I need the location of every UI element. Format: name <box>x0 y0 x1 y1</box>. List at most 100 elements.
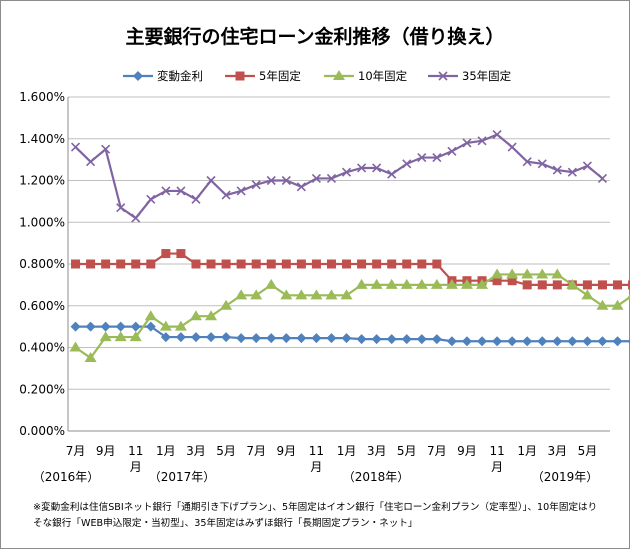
legend-item: 5年固定 <box>225 69 301 83</box>
x-tick-label: 11 <box>309 444 324 458</box>
data-point <box>340 289 353 300</box>
data-point <box>430 278 443 289</box>
data-point <box>251 180 261 190</box>
x-tick-label: 11 <box>128 444 143 458</box>
data-point <box>581 289 594 300</box>
legend-label: 10年固定 <box>358 69 408 83</box>
data-point <box>582 336 593 347</box>
series-2 <box>71 249 630 290</box>
data-point <box>342 259 352 269</box>
data-point <box>174 320 187 331</box>
data-point <box>101 259 111 269</box>
series-line <box>75 325 630 343</box>
year-label: （2017年） <box>149 470 216 484</box>
series-4 <box>70 130 608 223</box>
data-point <box>100 321 111 332</box>
data-point <box>551 268 564 279</box>
data-point <box>129 331 142 342</box>
data-point <box>71 259 81 269</box>
y-tick-label: 1.200% <box>19 174 65 188</box>
data-point <box>265 278 278 289</box>
data-point <box>281 175 291 186</box>
data-point <box>296 182 306 192</box>
data-point <box>281 259 291 269</box>
x-tick-label: 月 <box>491 460 503 474</box>
data-point <box>326 333 337 344</box>
legend-item: 変動金利 <box>123 69 203 83</box>
legend-label: 5年固定 <box>259 69 301 83</box>
data-point <box>311 173 321 183</box>
x-tick-label: 5月 <box>578 444 598 458</box>
data-point <box>492 276 502 286</box>
data-point <box>446 336 457 347</box>
data-point <box>176 186 186 196</box>
data-point <box>521 268 534 279</box>
y-tick-label: 1.600% <box>19 90 65 104</box>
data-point <box>552 280 562 290</box>
data-point <box>84 351 97 362</box>
data-point <box>145 321 156 332</box>
data-point <box>115 321 126 332</box>
x-tick-label: 9月 <box>457 444 477 458</box>
x-tick-label: 5月 <box>216 444 236 458</box>
x-tick-label: 3月 <box>186 444 206 458</box>
year-label: （2016年） <box>33 470 100 484</box>
chart-title: 主要銀行の住宅ローン金利推移（借り換え） <box>125 25 504 48</box>
data-point <box>221 332 232 343</box>
data-point <box>582 280 592 290</box>
data-point <box>566 278 579 289</box>
data-point <box>597 173 608 183</box>
data-point <box>447 146 457 156</box>
data-point <box>372 259 382 269</box>
data-point <box>144 310 157 321</box>
x-tick-label: 1月 <box>156 444 176 458</box>
data-point <box>522 336 533 347</box>
x-tick-label: 1月 <box>337 444 357 458</box>
data-point <box>432 152 442 163</box>
data-point <box>341 167 352 177</box>
y-tick-label: 0.600% <box>19 299 65 313</box>
data-point <box>133 71 143 81</box>
data-point <box>146 194 156 204</box>
data-point <box>460 278 473 289</box>
data-point <box>70 142 81 152</box>
data-point <box>333 70 345 80</box>
data-point <box>567 167 577 177</box>
data-point <box>627 338 630 344</box>
y-tick-label: 0.200% <box>19 382 65 396</box>
data-point <box>146 259 156 269</box>
data-point <box>611 299 624 310</box>
data-point <box>70 321 81 332</box>
data-point <box>221 190 231 200</box>
data-point <box>552 336 563 347</box>
data-point <box>445 278 458 289</box>
x-tick-label: 3月 <box>367 444 387 458</box>
data-point <box>431 334 442 345</box>
data-point <box>280 289 293 300</box>
data-point <box>101 144 111 154</box>
x-tick-label: 5月 <box>397 444 417 458</box>
data-point <box>281 333 292 344</box>
data-point <box>161 186 171 196</box>
data-point <box>86 259 96 269</box>
data-point <box>402 159 412 169</box>
year-label: （2018年） <box>343 470 410 484</box>
data-point <box>251 259 261 269</box>
data-point <box>416 334 427 345</box>
data-point <box>175 332 186 343</box>
data-point <box>69 341 82 352</box>
data-point <box>537 159 547 169</box>
data-point <box>597 336 608 347</box>
data-point <box>159 320 172 331</box>
data-point <box>492 336 503 347</box>
data-point <box>356 334 367 345</box>
data-point <box>190 332 201 343</box>
x-tick-label: 7月 <box>246 444 266 458</box>
data-point <box>597 280 607 290</box>
data-point <box>432 259 442 269</box>
x-tick-label: 9月 <box>96 444 116 458</box>
data-point <box>402 259 412 269</box>
data-point <box>357 259 367 269</box>
data-point <box>114 331 127 342</box>
